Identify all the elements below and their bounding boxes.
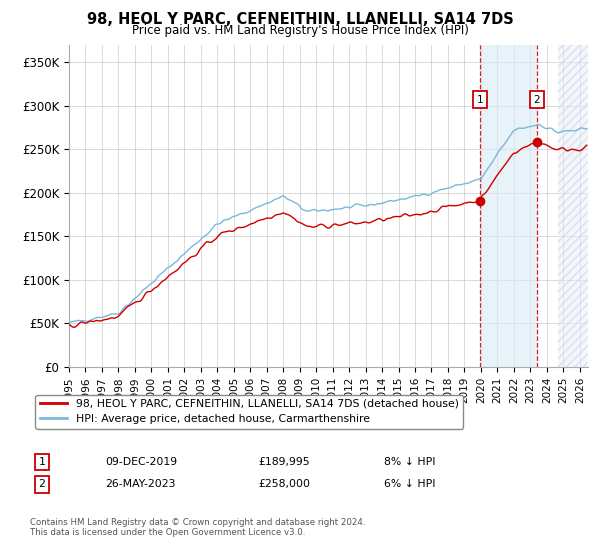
Text: £258,000: £258,000 — [258, 479, 310, 489]
Text: 2: 2 — [38, 479, 46, 489]
Text: 2: 2 — [533, 95, 540, 105]
Bar — [558, 45, 588, 367]
Text: 1: 1 — [38, 457, 46, 467]
Text: £189,995: £189,995 — [258, 457, 310, 467]
Text: 26-MAY-2023: 26-MAY-2023 — [105, 479, 176, 489]
Bar — [480, 45, 537, 367]
Text: 8% ↓ HPI: 8% ↓ HPI — [384, 457, 436, 467]
Text: 1: 1 — [476, 95, 483, 105]
Text: 09-DEC-2019: 09-DEC-2019 — [105, 457, 177, 467]
Text: Price paid vs. HM Land Registry's House Price Index (HPI): Price paid vs. HM Land Registry's House … — [131, 24, 469, 36]
Text: 6% ↓ HPI: 6% ↓ HPI — [384, 479, 436, 489]
Text: 98, HEOL Y PARC, CEFNEITHIN, LLANELLI, SA14 7DS: 98, HEOL Y PARC, CEFNEITHIN, LLANELLI, S… — [86, 12, 514, 27]
Legend: 98, HEOL Y PARC, CEFNEITHIN, LLANELLI, SA14 7DS (detached house), HPI: Average p: 98, HEOL Y PARC, CEFNEITHIN, LLANELLI, S… — [35, 394, 463, 428]
Text: Contains HM Land Registry data © Crown copyright and database right 2024.
This d: Contains HM Land Registry data © Crown c… — [30, 518, 365, 538]
Bar — [558, 45, 588, 367]
